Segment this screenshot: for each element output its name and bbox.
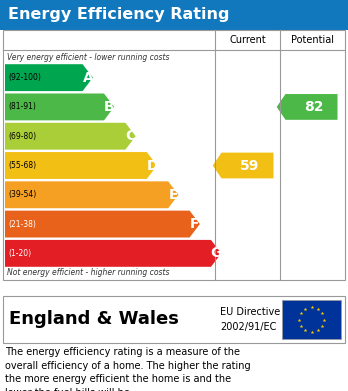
- Text: Not energy efficient - higher running costs: Not energy efficient - higher running co…: [7, 268, 169, 277]
- Bar: [3, 30, 345, 280]
- Polygon shape: [213, 152, 274, 178]
- Text: E: E: [169, 188, 178, 202]
- Polygon shape: [277, 94, 338, 120]
- Text: EU Directive: EU Directive: [220, 307, 280, 317]
- Polygon shape: [5, 181, 179, 208]
- Polygon shape: [5, 64, 93, 91]
- Polygon shape: [5, 123, 136, 150]
- Text: B: B: [104, 100, 114, 114]
- Text: Energy Efficiency Rating: Energy Efficiency Rating: [8, 7, 229, 23]
- Text: G: G: [211, 246, 222, 260]
- Text: F: F: [190, 217, 200, 231]
- Text: 82: 82: [304, 100, 323, 114]
- Bar: [0, 0, 348, 30]
- Text: Potential: Potential: [291, 35, 334, 45]
- Text: (21-38): (21-38): [8, 220, 36, 229]
- Text: (39-54): (39-54): [8, 190, 36, 199]
- Text: England & Wales: England & Wales: [9, 310, 179, 328]
- Polygon shape: [5, 240, 221, 267]
- Text: (81-91): (81-91): [8, 102, 36, 111]
- Text: C: C: [126, 129, 136, 143]
- Text: D: D: [146, 158, 158, 172]
- Bar: [282, 300, 341, 339]
- Polygon shape: [5, 211, 200, 237]
- Polygon shape: [5, 152, 157, 179]
- Polygon shape: [5, 93, 114, 120]
- Text: (55-68): (55-68): [8, 161, 36, 170]
- Text: (1-20): (1-20): [8, 249, 31, 258]
- Text: 59: 59: [240, 158, 259, 172]
- Text: A: A: [82, 71, 93, 84]
- Text: Very energy efficient - lower running costs: Very energy efficient - lower running co…: [7, 53, 169, 62]
- Text: (92-100): (92-100): [8, 73, 41, 82]
- Text: 2002/91/EC: 2002/91/EC: [220, 321, 276, 332]
- Text: (69-80): (69-80): [8, 132, 36, 141]
- Text: The energy efficiency rating is a measure of the
overall efficiency of a home. T: The energy efficiency rating is a measur…: [5, 347, 251, 391]
- Text: Current: Current: [229, 35, 266, 45]
- Bar: [3, 296, 345, 343]
